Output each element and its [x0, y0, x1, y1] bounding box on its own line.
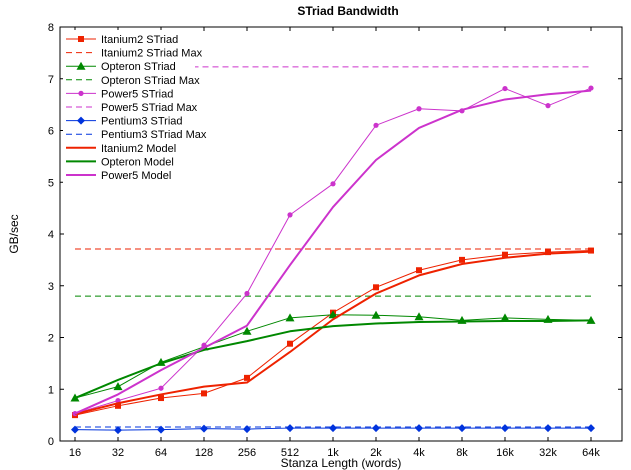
opteron-model-line [74, 319, 592, 399]
x-tick-label: 32k [539, 447, 557, 459]
itanium2-striad-point [545, 249, 551, 256]
x-tick-label: 16 [69, 447, 81, 459]
opteron-model-series [74, 319, 592, 399]
itanium2-striad-max-legend-label: Itanium2 STriad Max [101, 48, 203, 60]
opteron-striad-legend-marker [76, 61, 86, 70]
y-tick-label: 8 [48, 22, 54, 34]
itanium2-striad-point [588, 247, 594, 254]
power5-striad-legend-label: Power5 STriad [101, 88, 173, 100]
power5-striad-point [115, 398, 121, 404]
pentium3-striad-point [501, 424, 509, 433]
opteron-striad-point [285, 313, 295, 322]
power5-model-line [74, 89, 592, 415]
series-layer [70, 66, 596, 435]
power5-striad-point [244, 290, 250, 297]
x-tick-label: 64 [155, 447, 167, 459]
opteron-striad-line [74, 314, 592, 399]
pentium3-striad-point [415, 424, 423, 433]
opteron-striad-max-legend-label: Opteron STriad Max [101, 75, 200, 87]
opteron-striad-point [371, 310, 381, 319]
x-tick-label: 128 [195, 447, 213, 459]
itanium2-striad-legend-marker [78, 36, 84, 42]
opteron-striad-point [500, 313, 510, 322]
power5-model-legend-label: Power5 Model [101, 170, 171, 182]
power5-striad-point [158, 385, 164, 391]
pentium3-striad-point [286, 424, 294, 433]
y-axis-label: GB/sec [7, 214, 21, 253]
opteron-striad-series [70, 310, 596, 402]
pentium3-striad-point [200, 424, 208, 433]
opteron-striad-point [414, 312, 424, 321]
pentium3-striad-point [329, 424, 337, 433]
pentium3-striad-point [372, 424, 380, 433]
itanium2-striad-point [158, 395, 164, 402]
legend-box [63, 30, 195, 183]
pentium3-striad-point [71, 425, 79, 434]
x-tick-label: 4k [413, 447, 425, 459]
power5-striad-point [416, 106, 422, 112]
pentium3-striad-point [243, 425, 251, 434]
power5-striad-point [287, 212, 293, 218]
power5-striad-point [545, 103, 551, 109]
itanium2-striad-point [201, 390, 207, 397]
y-tick-label: 4 [48, 229, 54, 241]
itanium2-striad-legend-label: Itanium2 STriad [101, 34, 178, 46]
itanium2-striad-point [244, 374, 250, 381]
itanium2-striad-point [416, 267, 422, 274]
itanium2-striad-series [72, 247, 594, 419]
y-tick-label: 0 [48, 436, 54, 448]
y-tick-label: 5 [48, 177, 54, 189]
power5-striad-max-legend-label: Power5 STriad Max [101, 102, 198, 114]
x-tick-label: 1k [327, 447, 339, 459]
pentium3-striad-series [71, 424, 595, 435]
y-tick-label: 7 [48, 74, 54, 86]
opteron-striad-point [113, 382, 123, 391]
y-tick-label: 2 [48, 333, 54, 345]
pentium3-striad-max-legend-label: Pentium3 STriad Max [101, 129, 207, 141]
power5-striad-point [502, 85, 508, 92]
itanium2-striad-point [502, 251, 508, 258]
pentium3-striad-point [114, 426, 122, 435]
power5-striad-point [373, 122, 379, 128]
power5-striad-legend-marker [78, 90, 84, 96]
pentium3-striad-point [544, 424, 552, 433]
opteron-model-legend-label: Opteron Model [101, 156, 174, 168]
y-tick-label: 3 [48, 281, 54, 293]
itanium2-model-line [74, 250, 592, 416]
x-tick-label: 64k [582, 447, 600, 459]
power5-striad-point [588, 85, 594, 91]
itanium2-striad-point [373, 284, 379, 291]
pentium3-striad-point [458, 424, 466, 433]
itanium2-striad-point [115, 402, 121, 409]
opteron-striad-point [328, 310, 338, 319]
pentium3-striad-point [587, 424, 595, 433]
x-tick-label: 256 [238, 447, 256, 459]
x-axis-ticks: 16 32 64 128 256 512 1k 2k 4k 8k 16k 32k 64k [69, 27, 600, 459]
y-tick-label: 1 [48, 384, 54, 396]
itanium2-striad-point [287, 340, 293, 347]
x-tick-label: 8k [456, 447, 468, 459]
pentium3-striad-legend-label: Pentium3 STriad [101, 116, 183, 128]
opteron-striad-point [242, 326, 252, 335]
y-tick-label: 6 [48, 126, 54, 138]
itanium2-model-legend-label: Itanium2 Model [101, 143, 176, 155]
opteron-striad-point [586, 315, 596, 324]
itanium2-model-series [74, 250, 592, 416]
opteron-striad-legend-label: Opteron STriad [101, 61, 176, 73]
itanium2-striad-point [459, 256, 465, 263]
power5-striad-point [330, 181, 336, 187]
x-tick-label: 2k [370, 447, 382, 459]
x-tick-label: 512 [281, 447, 299, 459]
pentium3-striad-legend-marker [77, 116, 85, 125]
chart-title: STriad Bandwidth [297, 4, 398, 18]
x-tick-label: 16k [496, 447, 514, 459]
pentium3-striad-point [157, 425, 165, 434]
x-axis-label: Stanza Length (words) [281, 456, 402, 470]
power5-model-series [74, 89, 592, 415]
x-tick-label: 32 [112, 447, 124, 459]
